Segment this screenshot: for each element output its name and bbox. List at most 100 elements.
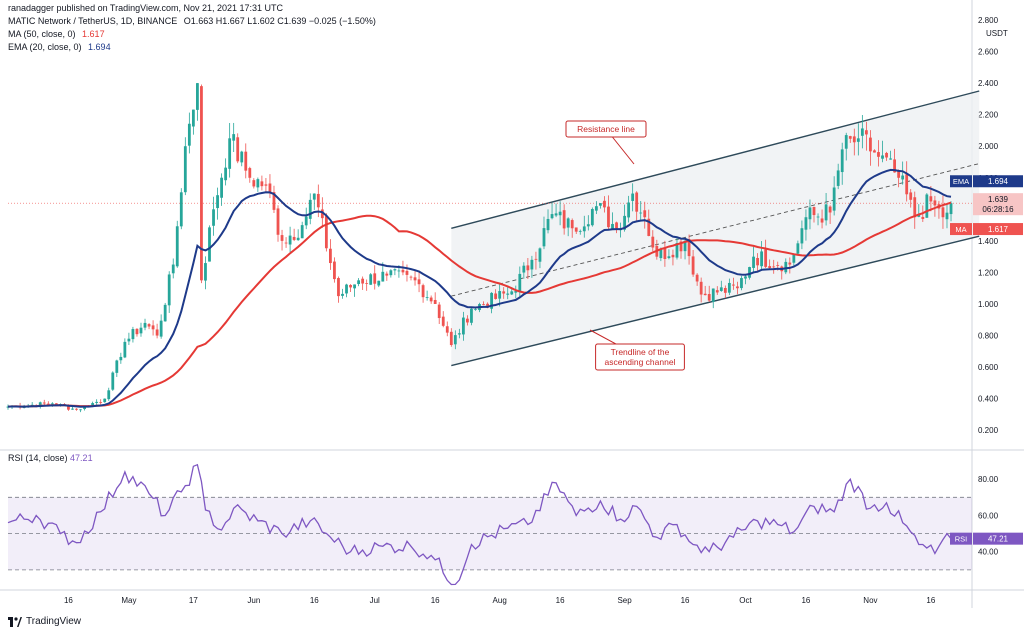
rsi-tag [950, 532, 972, 545]
candle-body [196, 83, 199, 110]
tradingview-brand[interactable]: TradingView [8, 616, 81, 627]
candle-body [373, 273, 377, 284]
candle-body [663, 248, 667, 260]
candle-body [6, 406, 10, 408]
candle-body [651, 236, 655, 248]
candle-body [615, 222, 618, 229]
candle-body [179, 192, 183, 227]
time-axis-tick: 16 [681, 596, 690, 605]
candle-body [272, 192, 276, 210]
candle-body [224, 167, 228, 181]
candle-body [836, 170, 840, 186]
candle-body [703, 293, 707, 296]
candle-body [933, 200, 937, 206]
candle-body [300, 225, 304, 239]
candle-body [204, 263, 207, 281]
candle-body [518, 273, 522, 293]
candle-body [949, 203, 953, 215]
candle-body [732, 284, 735, 286]
candle-body [691, 256, 695, 275]
rsi-legend[interactable]: RSI (14, close) 47.21 [8, 453, 93, 463]
candle-body [639, 212, 643, 214]
candle-body [768, 266, 772, 269]
candle-body [304, 216, 308, 226]
ohlc-values: O1.663 H1.667 L1.602 C1.639 −0.025 (−1.5… [183, 16, 376, 26]
trendline-annotation-text: Trendline of the [611, 347, 670, 357]
rsi-value: 47.21 [70, 453, 93, 463]
last-price-value: 1.639 [988, 195, 1009, 204]
candle-body [840, 149, 844, 173]
brand-name: TradingView [26, 616, 82, 627]
candle-body [240, 151, 244, 163]
candle-body [611, 223, 614, 229]
candle-body [369, 274, 373, 285]
candle-body [236, 137, 240, 162]
candle-body [216, 195, 219, 209]
candle-body [885, 152, 888, 158]
candle-body [461, 317, 465, 335]
candle-body [95, 401, 99, 403]
candle-body [756, 257, 759, 266]
candle-body [707, 294, 711, 301]
candle-body [357, 280, 361, 285]
price-axis-tick: 2.800 [978, 16, 999, 25]
candle-body [546, 218, 550, 231]
publisher-line: ranadagger published on TradingView.com,… [8, 3, 284, 13]
rsi-axis-tick: 60.00 [978, 511, 999, 520]
candle-body [220, 177, 223, 198]
rsi-axis-tick: 80.00 [978, 475, 999, 484]
candle-body [79, 409, 82, 411]
ema-price-label-bg [973, 175, 1023, 188]
candle-body [514, 291, 518, 293]
candle-body [470, 308, 473, 323]
time-axis-tick: 16 [431, 596, 440, 605]
candle-body [800, 228, 804, 244]
bar-countdown: 06:28:16 [982, 205, 1014, 214]
ma-50-line [7, 201, 952, 408]
candle-body [244, 151, 248, 171]
candle-body [494, 293, 498, 299]
candle-body [832, 187, 836, 211]
ema-label: EMA (20, close, 0) [8, 42, 82, 52]
ema-legend[interactable]: EMA (20, close, 0) 1.694 [8, 42, 115, 52]
candle-body [187, 123, 191, 146]
candle-body [562, 210, 566, 229]
candle-body [921, 216, 925, 219]
candle-body [389, 270, 393, 276]
time-axis-tick: 17 [189, 596, 198, 605]
price-axis-tick: 0.800 [978, 332, 999, 341]
price-axis-tick: 2.600 [978, 48, 999, 57]
candle-body [252, 180, 256, 187]
ema-price-label: 1.694 EMA [950, 175, 1023, 188]
candle-body [107, 390, 111, 400]
price-axis-tick: 1.000 [978, 300, 999, 309]
price-axis-tick: 2.400 [978, 79, 999, 88]
candle-body [695, 274, 699, 282]
candle-body [627, 202, 631, 218]
candle-body [421, 285, 425, 298]
ma-price-label: 1.617 MA [950, 223, 1023, 236]
candle-body [824, 204, 828, 221]
candle-body [586, 224, 590, 227]
candle-body [385, 273, 389, 276]
candle-body [191, 109, 195, 127]
resistance-line-annotation-box [565, 120, 647, 138]
candle-body [905, 174, 909, 195]
symbol-title: MATIC Network / TetherUS, 1D, BINANCE [8, 16, 178, 26]
candle-body [671, 254, 675, 258]
candle-body [566, 218, 570, 228]
candle-body [607, 206, 610, 228]
candle-body [804, 217, 808, 230]
candle-body [699, 281, 703, 295]
candle-body [784, 261, 788, 273]
ma-legend[interactable]: MA (50, close, 0) 1.617 [8, 29, 109, 39]
candle-body [788, 262, 792, 265]
ma-price-label-tag [950, 223, 972, 236]
candle-body [659, 248, 663, 259]
candle-body [151, 325, 155, 330]
candle-body [159, 320, 163, 337]
candle-body [316, 193, 320, 208]
